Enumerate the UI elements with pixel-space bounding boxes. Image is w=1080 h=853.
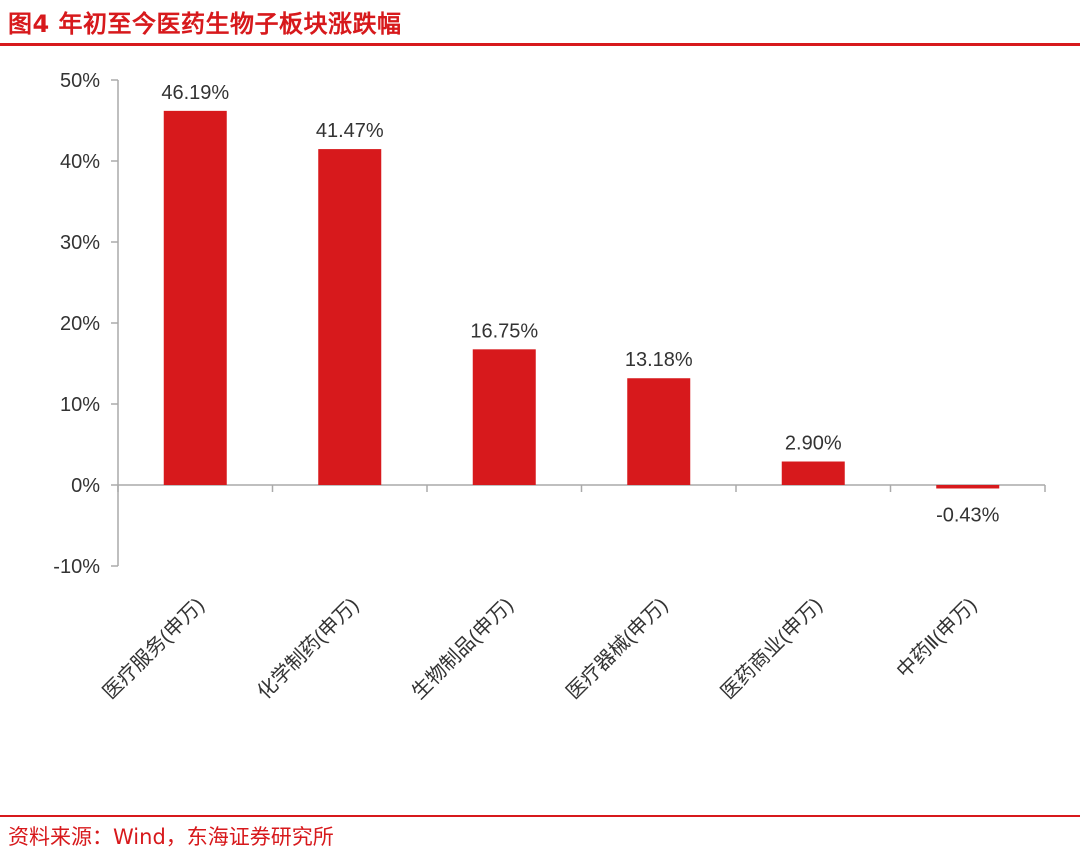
title-divider [0, 43, 1080, 46]
data-label: 46.19% [161, 82, 229, 104]
y-tick-label: 30% [60, 232, 100, 254]
y-tick-label: 50% [60, 70, 100, 92]
y-tick-label: 0% [71, 475, 100, 497]
x-tick-label: 中药Ⅱ(申万) [892, 593, 981, 682]
bar [163, 110, 227, 486]
y-tick-label: -10% [53, 556, 100, 578]
bar [472, 349, 536, 485]
bar [627, 378, 691, 485]
x-tick-label: 化学制药(申万) [253, 593, 364, 704]
y-tick-label: 20% [60, 313, 100, 335]
bar [936, 485, 1000, 489]
data-label: 2.90% [785, 433, 842, 455]
x-tick-label: 医药商业(申万) [716, 593, 827, 704]
data-label: 41.47% [316, 120, 384, 142]
x-tick-label: 医疗器械(申万) [562, 593, 673, 704]
y-tick-label: 40% [60, 151, 100, 173]
x-tick-label: 医疗服务(申万) [98, 593, 209, 704]
y-tick-label: 10% [60, 394, 100, 416]
bar-chart: -10% 0% 10% 20% 30% 40% 50% 46.19% 医疗服务(申万) 41.47… [53, 70, 1046, 704]
source-divider [0, 815, 1080, 817]
chart-area: -10% 0% 10% 20% 30% 40% 50% 46.19% 医疗服务(申万) 41.47… [0, 50, 1080, 810]
source-note: 资料来源：Wind，东海证券研究所 [8, 825, 334, 849]
data-label: 13.18% [625, 349, 693, 371]
bar [318, 149, 382, 485]
data-label: -0.43% [936, 504, 1000, 526]
chart-title: 图4 年初至今医药生物子板块涨跌幅 [8, 10, 402, 38]
data-label: 16.75% [470, 320, 538, 342]
x-tick-label: 生物制品(申万) [407, 593, 518, 704]
bar [781, 461, 845, 485]
